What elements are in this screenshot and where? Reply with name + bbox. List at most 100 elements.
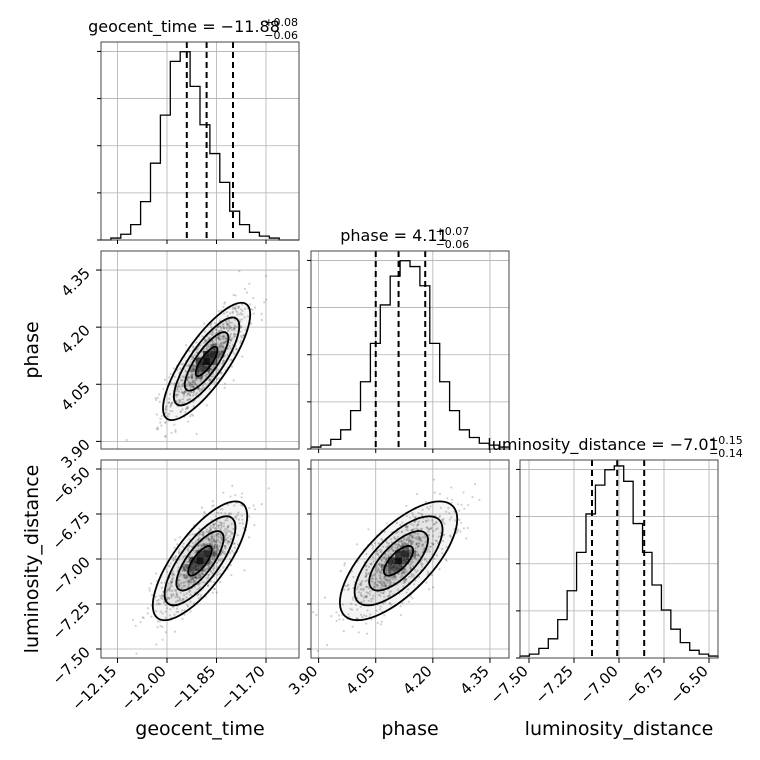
histogram-luminosity_distance: [519, 465, 719, 658]
sample-point: [176, 543, 179, 546]
sample-point: [172, 367, 175, 370]
sample-point: [229, 326, 232, 329]
ytick-label: −7.25: [49, 598, 94, 643]
sample-point: [234, 494, 237, 497]
sample-point: [455, 531, 458, 535]
sample-point: [225, 320, 228, 323]
sample-point: [428, 588, 431, 591]
sample-point: [181, 362, 184, 366]
sample-point: [164, 420, 167, 423]
sample-point: [229, 339, 232, 342]
sample-point: [207, 373, 210, 376]
sample-point: [155, 643, 158, 646]
sample-point: [204, 367, 207, 370]
title-plus-error: +0.07: [436, 225, 470, 238]
sample-point: [172, 383, 175, 386]
sample-point: [158, 620, 161, 623]
sample-point: [211, 343, 214, 346]
sample-point: [228, 326, 231, 329]
sample-point: [233, 318, 237, 321]
sample-point: [221, 361, 225, 364]
sample-point: [231, 337, 234, 340]
sample-point: [399, 614, 402, 617]
sample-point: [186, 379, 189, 382]
sample-point: [224, 340, 227, 343]
sample-point: [181, 408, 184, 411]
sample-point: [195, 432, 198, 436]
sample-point: [217, 336, 220, 339]
sample-point: [450, 486, 453, 489]
sample-point: [218, 353, 221, 356]
sample-point: [192, 367, 195, 370]
sample-point: [206, 347, 209, 350]
sample-point: [222, 341, 225, 344]
sample-point: [190, 376, 193, 379]
sample-point: [222, 327, 226, 330]
sample-point: [188, 384, 191, 387]
sample-point: [339, 570, 342, 573]
sample-point: [225, 322, 228, 325]
sample-point: [222, 347, 226, 350]
sample-point: [204, 339, 207, 342]
sample-point: [184, 369, 187, 372]
sample-point: [185, 344, 188, 347]
sample-point: [379, 623, 383, 626]
sample-point: [162, 387, 165, 390]
sample-point: [235, 305, 238, 308]
sample-point: [215, 328, 218, 331]
sample-point: [241, 336, 244, 339]
sample-point: [217, 310, 220, 313]
xtick-label: 4.20: [399, 662, 435, 698]
sample-point: [195, 392, 198, 395]
sample-point: [171, 401, 174, 404]
ytick-label: 4.20: [57, 321, 93, 357]
sample-point: [192, 385, 195, 388]
sample-point: [186, 378, 189, 381]
sample-point: [230, 326, 233, 329]
sample-point: [376, 622, 379, 625]
sample-point: [260, 503, 263, 506]
sample-point: [155, 398, 158, 402]
sample-point: [179, 398, 182, 402]
sample-point: [139, 620, 142, 624]
sample-point: [191, 376, 194, 379]
sample-point: [460, 503, 463, 506]
sample-point: [209, 336, 212, 339]
sample-point: [180, 385, 184, 388]
sample-point: [150, 615, 153, 618]
sample-point: [478, 498, 481, 502]
sample-point: [192, 405, 195, 408]
sample-point: [233, 329, 236, 332]
sample-point: [232, 327, 236, 330]
sample-point: [210, 368, 213, 371]
sample-point: [218, 330, 221, 333]
title-value: luminosity_distance = −7.01: [487, 435, 718, 455]
sample-point: [236, 326, 239, 329]
sample-point: [200, 375, 203, 378]
sample-point: [180, 410, 183, 413]
sample-point: [190, 376, 193, 379]
sample-point: [236, 313, 239, 316]
sample-point: [192, 368, 195, 371]
sample-point: [200, 377, 203, 380]
sample-point: [185, 408, 188, 411]
sample-point: [471, 496, 474, 499]
sample-point: [192, 379, 195, 382]
sample-point: [182, 393, 186, 396]
sample-point: [179, 536, 182, 539]
sample-point: [185, 407, 188, 410]
sample-point: [215, 331, 219, 334]
sample-point: [316, 649, 319, 653]
sample-point: [209, 332, 212, 335]
sample-point: [365, 622, 368, 625]
sample-point: [156, 426, 159, 429]
sample-point: [163, 378, 167, 381]
sample-point: [265, 274, 268, 277]
sample-point: [213, 348, 216, 351]
sample-point: [458, 509, 461, 512]
panel-frame: [310, 250, 510, 450]
sample-point: [219, 324, 222, 327]
sample-point: [205, 365, 208, 369]
sample-point: [189, 398, 192, 401]
